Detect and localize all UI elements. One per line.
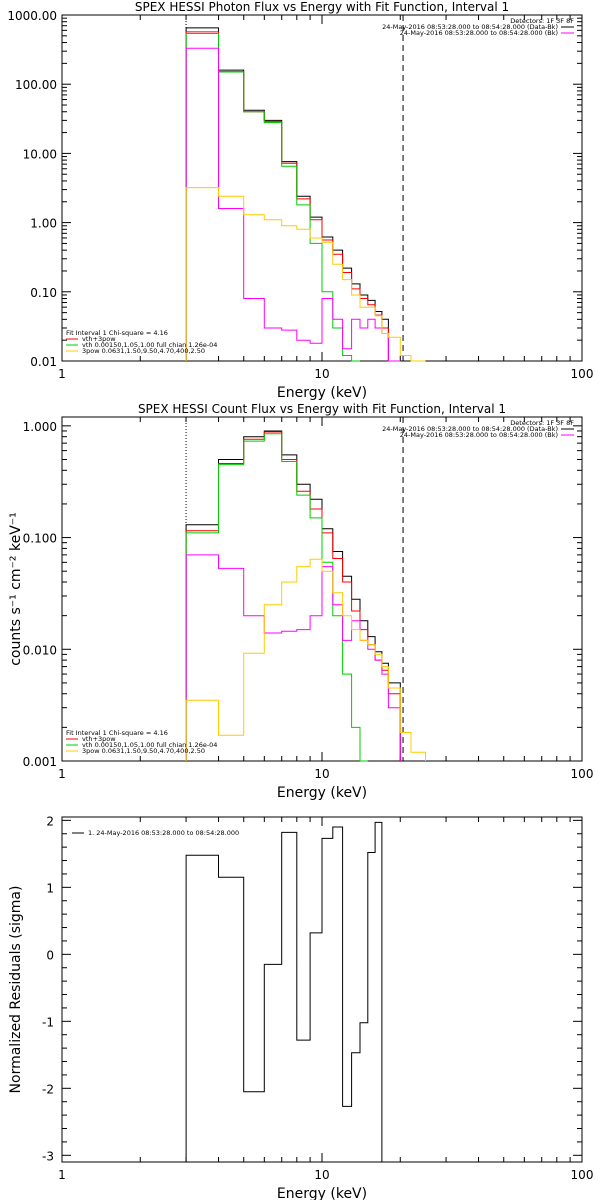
y-tick-label: 0.010 xyxy=(23,643,57,657)
y-tick-label: 0 xyxy=(46,948,54,962)
y-axis-label: counts s⁻¹ cm⁻² keV⁻¹ xyxy=(8,512,24,666)
legend-top-entry: 24-May-2016 08:53:28.000 to 08:54:28.000… xyxy=(400,431,558,439)
y-tick-label: 100.00 xyxy=(15,78,57,92)
legend-top-entry: 24-May-2016 08:53:28.000 to 08:54:28.000… xyxy=(400,29,558,37)
x-tick-label: 1 xyxy=(58,767,66,781)
x-tick-label: 100 xyxy=(571,1168,594,1182)
y-tick-label: -1 xyxy=(42,1015,54,1029)
x-tick-label: 100 xyxy=(571,767,594,781)
x-axis-label: Energy (keV) xyxy=(277,785,367,801)
y-tick-label: 1000.00 xyxy=(7,9,57,23)
series-2-histogram xyxy=(185,33,360,362)
x-tick-label: 1 xyxy=(58,367,66,381)
y-tick-label: 0.001 xyxy=(23,755,57,769)
legend-bottom-entry: vth 0.00150,1.05,1.00 full chian 1.26e-0… xyxy=(82,341,217,349)
x-tick-label: 10 xyxy=(314,767,329,781)
count-flux-panel: SPEX HESSI Count Flux vs Energy with Fit… xyxy=(8,402,593,801)
y-tick-label: 2 xyxy=(46,814,54,828)
x-axis-label: Energy (keV) xyxy=(277,385,367,401)
series-3-histogram xyxy=(185,47,401,362)
y-tick-label: -3 xyxy=(42,1149,54,1163)
legend-top-entry: 24-May-2016 08:53:28.000 to 08:54:28.000… xyxy=(382,425,558,433)
y-tick-label: 1 xyxy=(46,881,54,895)
legend-entry: 1. 24-May-2016 08:53:28.000 to 08:54:28.… xyxy=(88,829,239,837)
legend-bottom-entry: vth 0.00150,1.05,1.00 full chian 1.26e-0… xyxy=(82,741,217,749)
x-tick-label: 1 xyxy=(58,1168,66,1182)
legend-top-entry: Detectors: 1F 3F 8F xyxy=(510,17,574,25)
y-tick-label: -2 xyxy=(42,1082,54,1096)
chart-title: SPEX HESSI Photon Flux vs Energy with Fi… xyxy=(135,0,509,14)
x-axis-label: Energy (keV) xyxy=(277,1186,367,1200)
series-2-histogram xyxy=(185,433,368,762)
y-axis-label: Normalized Residuals (sigma) xyxy=(8,886,24,1094)
y-tick-label: 1.00 xyxy=(30,217,57,231)
x-tick-label: 10 xyxy=(314,1168,329,1182)
x-tick-label: 10 xyxy=(314,367,329,381)
y-tick-label: 0.01 xyxy=(30,355,57,369)
legend-bottom-entry: Fit Interval 1 Chi-square = 4.16 xyxy=(66,329,168,337)
legend-bottom-entry: vth+3pow xyxy=(82,735,116,743)
y-tick-label: 10.00 xyxy=(23,147,57,161)
y-tick-label: 0.10 xyxy=(30,286,57,300)
legend-bottom-entry: Fit Interval 1 Chi-square = 4.16 xyxy=(66,729,168,737)
series-4-histogram xyxy=(185,558,426,761)
legend-top-entry: 24-May-2016 08:53:28.000 to 08:54:28.000… xyxy=(382,23,558,31)
legend-bottom-entry: 3pow 0.0631,1.50,9.50,4.70,400,2.50 xyxy=(82,747,205,755)
y-tick-label: 1.000 xyxy=(23,420,57,434)
x-tick-label: 100 xyxy=(571,367,594,381)
y-tick-label: 0.100 xyxy=(23,532,57,546)
chart-title: SPEX HESSI Count Flux vs Energy with Fit… xyxy=(138,402,506,416)
photon-flux-panel: SPEX HESSI Photon Flux vs Energy with Fi… xyxy=(7,0,593,401)
legend-bottom-entry: 3pow 0.0631,1.50,9.50,4.70,400,2.50 xyxy=(82,347,205,355)
legend-top-entry: Detectors: 1F 3F 8F xyxy=(510,419,574,427)
series-0-histogram xyxy=(185,821,383,1162)
series-4-histogram xyxy=(185,187,426,362)
legend-bottom-entry: vth+3pow xyxy=(82,335,116,343)
